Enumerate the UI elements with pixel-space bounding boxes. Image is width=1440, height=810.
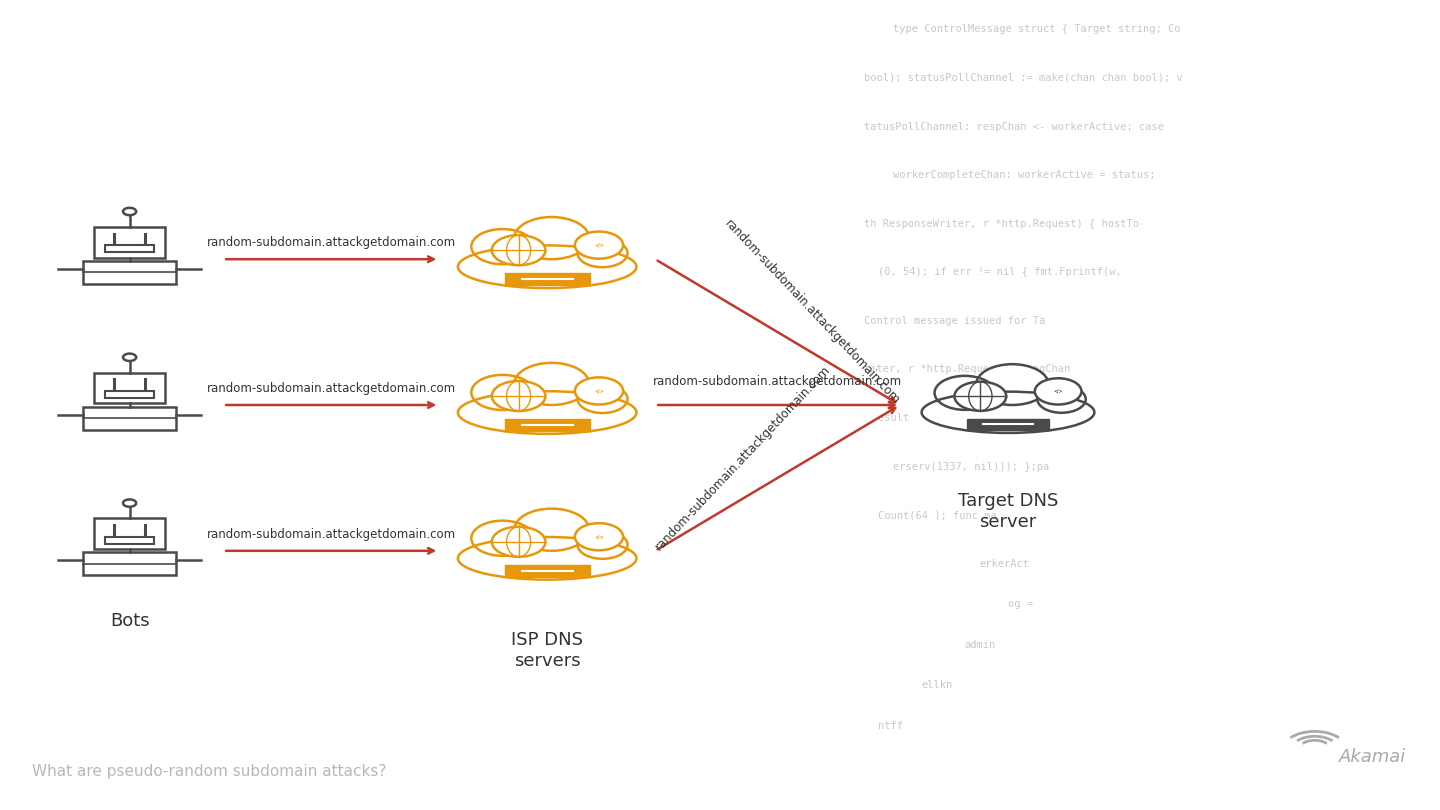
Text: ntff: ntff bbox=[878, 721, 903, 731]
FancyBboxPatch shape bbox=[105, 245, 154, 252]
FancyBboxPatch shape bbox=[84, 552, 176, 575]
FancyBboxPatch shape bbox=[105, 391, 154, 398]
Text: erkerAct: erkerAct bbox=[979, 559, 1030, 569]
Text: Control message issued for Ta: Control message issued for Ta bbox=[864, 316, 1045, 326]
Circle shape bbox=[575, 232, 624, 258]
FancyBboxPatch shape bbox=[94, 227, 166, 258]
Ellipse shape bbox=[458, 537, 636, 580]
Circle shape bbox=[575, 523, 624, 550]
Text: Count(64 ); func ma: Count(64 ); func ma bbox=[878, 510, 996, 520]
Text: random-subdomain.attackgetdomain.com: random-subdomain.attackgetdomain.com bbox=[206, 528, 456, 541]
Circle shape bbox=[514, 217, 589, 259]
Bar bbox=[968, 419, 1048, 430]
Circle shape bbox=[577, 239, 628, 267]
Text: esult := fmt.Fprintf(w, "ACTIVE": esult := fmt.Fprintf(w, "ACTIVE" bbox=[878, 413, 1079, 423]
Text: (0, 54); if err != nil { fmt.Fprintf(w,: (0, 54); if err != nil { fmt.Fprintf(w, bbox=[878, 267, 1122, 277]
Text: og =: og = bbox=[1008, 599, 1032, 609]
Bar bbox=[505, 565, 589, 577]
Circle shape bbox=[122, 500, 137, 507]
Text: Akamai: Akamai bbox=[1339, 748, 1407, 766]
Text: What are pseudo-random subdomain attacks?: What are pseudo-random subdomain attacks… bbox=[32, 764, 386, 779]
Circle shape bbox=[976, 364, 1048, 405]
Text: </>: </> bbox=[595, 243, 603, 248]
Text: erserv(1337, nil))); };pa: erserv(1337, nil))); };pa bbox=[893, 462, 1050, 471]
Circle shape bbox=[492, 381, 546, 411]
Bar bbox=[917, 411, 1099, 440]
Bar bbox=[454, 558, 641, 587]
Circle shape bbox=[492, 235, 546, 265]
Text: random-subdomain.attackgetdomain.com: random-subdomain.attackgetdomain.com bbox=[206, 382, 456, 395]
Text: Target DNS
server: Target DNS server bbox=[958, 492, 1058, 531]
Circle shape bbox=[471, 521, 534, 556]
Circle shape bbox=[471, 375, 534, 410]
Circle shape bbox=[935, 376, 995, 410]
Text: random-subdomain.attackgetdomain.com: random-subdomain.attackgetdomain.com bbox=[721, 217, 903, 407]
Circle shape bbox=[122, 354, 137, 361]
Bar bbox=[454, 266, 641, 296]
Circle shape bbox=[955, 382, 1007, 411]
Text: admin: admin bbox=[965, 640, 996, 650]
Circle shape bbox=[575, 377, 624, 404]
Text: ellkn: ellkn bbox=[922, 680, 953, 690]
Text: riter, r *http.Request) { reqChan: riter, r *http.Request) { reqChan bbox=[864, 364, 1070, 374]
Text: random-subdomain.attackgetdomain.com: random-subdomain.attackgetdomain.com bbox=[652, 374, 903, 387]
Bar bbox=[505, 419, 589, 431]
Text: random-subdomain.attackgetdomain.com: random-subdomain.attackgetdomain.com bbox=[206, 237, 456, 249]
Text: bool); statusPollChannel := make(chan chan bool); v: bool); statusPollChannel := make(chan ch… bbox=[864, 73, 1182, 83]
Ellipse shape bbox=[922, 392, 1094, 433]
Circle shape bbox=[471, 229, 534, 264]
FancyBboxPatch shape bbox=[94, 373, 166, 403]
Text: random-subdomain.attackgetdomain.com: random-subdomain.attackgetdomain.com bbox=[652, 363, 834, 552]
Bar bbox=[505, 273, 589, 285]
Circle shape bbox=[577, 531, 628, 559]
Text: </>: </> bbox=[595, 535, 603, 539]
FancyBboxPatch shape bbox=[84, 407, 176, 429]
Text: Bots: Bots bbox=[109, 612, 150, 630]
Text: </>: </> bbox=[595, 389, 603, 394]
Circle shape bbox=[1035, 378, 1081, 404]
Circle shape bbox=[514, 509, 589, 551]
FancyBboxPatch shape bbox=[94, 518, 166, 549]
Ellipse shape bbox=[458, 245, 636, 288]
Text: workerCompleteChan: workerActive = status;: workerCompleteChan: workerActive = statu… bbox=[893, 170, 1155, 180]
Circle shape bbox=[1037, 386, 1086, 413]
Text: tatusPollChannel: respChan <- workerActive; case: tatusPollChannel: respChan <- workerActi… bbox=[864, 122, 1164, 131]
Ellipse shape bbox=[458, 391, 636, 434]
FancyBboxPatch shape bbox=[84, 261, 176, 283]
Circle shape bbox=[492, 526, 546, 556]
Circle shape bbox=[577, 385, 628, 413]
Circle shape bbox=[122, 208, 137, 215]
Bar bbox=[454, 412, 641, 441]
FancyBboxPatch shape bbox=[105, 537, 154, 544]
Text: </>: </> bbox=[1054, 389, 1063, 394]
Circle shape bbox=[514, 363, 589, 405]
Text: type ControlMessage struct { Target string; Co: type ControlMessage struct { Target stri… bbox=[893, 24, 1181, 34]
Text: ISP DNS
servers: ISP DNS servers bbox=[511, 631, 583, 670]
Text: th ResponseWriter, r *http.Request) { hostTo: th ResponseWriter, r *http.Request) { ho… bbox=[864, 219, 1139, 228]
